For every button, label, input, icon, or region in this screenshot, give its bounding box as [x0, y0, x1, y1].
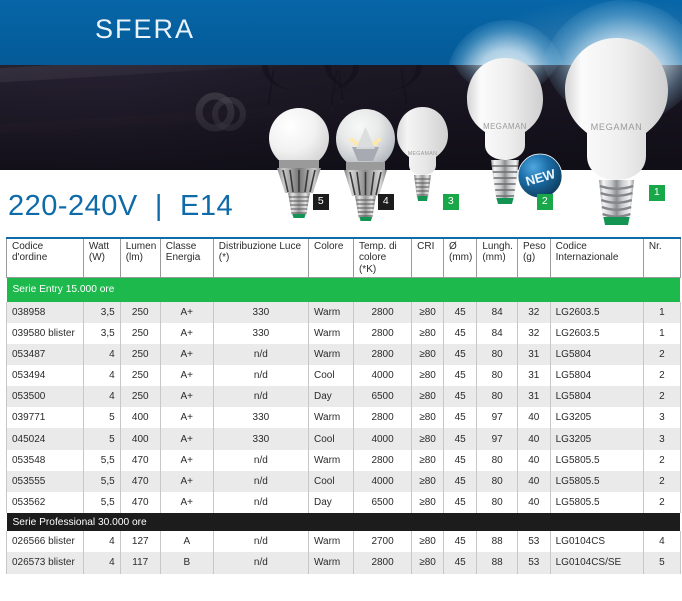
- svg-text:MEGAMAN: MEGAMAN: [483, 122, 527, 131]
- svg-text:MEGAMAN: MEGAMAN: [591, 122, 643, 132]
- svg-text:MEGAMAN: MEGAMAN: [408, 151, 437, 157]
